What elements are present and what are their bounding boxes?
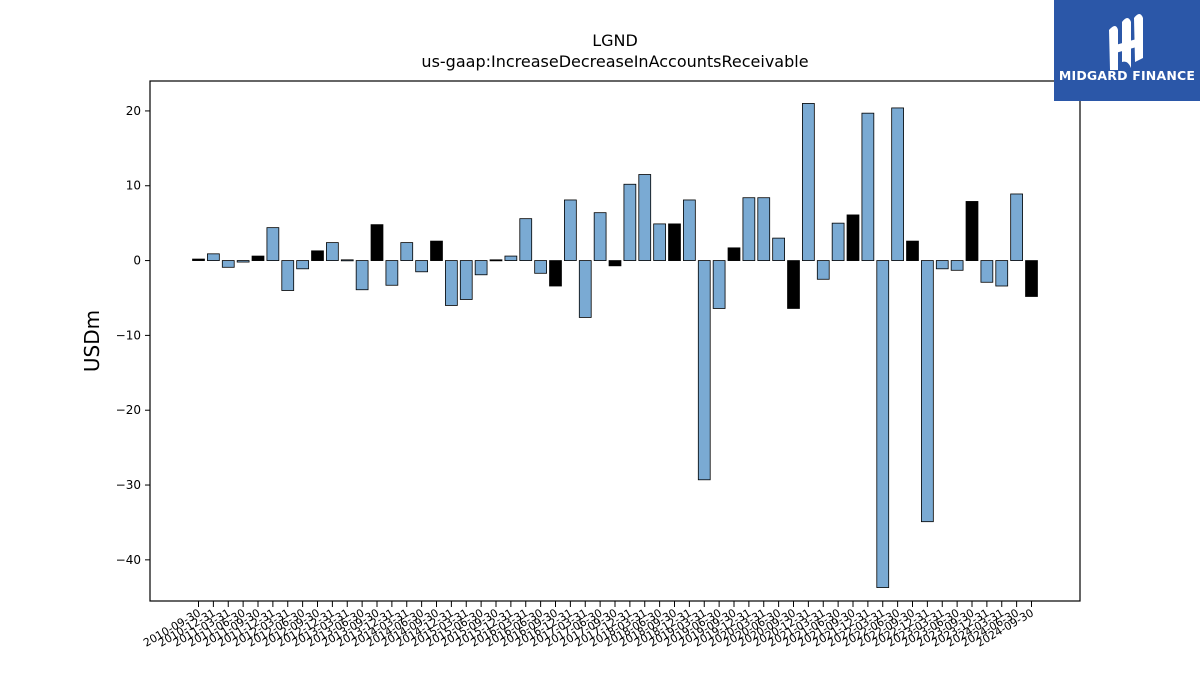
bar-2018-09-30	[668, 223, 681, 261]
bar-2022-03-31	[876, 260, 890, 588]
plot-frame	[149, 80, 1081, 602]
bar-2014-03-31	[400, 242, 414, 261]
bar-2013-09-30	[370, 224, 384, 261]
bar-2022-12-31	[921, 260, 934, 523]
bar-2021-12-31	[861, 112, 875, 261]
y-tick-label: −30	[116, 478, 141, 492]
bar-2021-06-30	[831, 222, 845, 261]
bar-2012-06-30	[296, 260, 309, 270]
y-tick-label: −20	[116, 403, 141, 417]
bar-2014-12-31	[445, 260, 458, 306]
y-tick-label: 20	[126, 104, 141, 118]
bar-2021-03-31	[816, 260, 830, 280]
bar-2011-06-30	[236, 260, 250, 263]
bar-2014-06-30	[415, 260, 428, 273]
bar-2019-09-30	[727, 247, 741, 261]
bar-2020-12-31	[802, 103, 815, 261]
brand-name: MIDGARD FINANCE	[1058, 68, 1196, 83]
bar-2018-06-30	[653, 223, 666, 261]
bar-2015-09-30	[489, 259, 503, 262]
bar-2016-03-31	[519, 218, 533, 261]
bar-2015-06-30	[474, 260, 488, 276]
y-tick-label: −10	[116, 328, 141, 342]
bar-2016-09-30	[549, 260, 562, 287]
bar-2019-06-30	[712, 260, 726, 309]
bar-2012-03-31	[281, 260, 295, 291]
bar-2018-12-31	[683, 199, 696, 261]
bar-2010-09-30	[192, 258, 205, 261]
bar-2011-03-31	[221, 260, 235, 268]
x-axis: 2010-09-302010-12-312011-03-312011-06-30…	[141, 601, 1036, 650]
y-tick-label: 0	[133, 254, 141, 268]
bar-2013-06-30	[355, 260, 369, 291]
midgard-finance-logo: MIDGARD FINANCE	[1054, 0, 1200, 101]
bar-2012-09-30	[311, 250, 324, 261]
bar-2024-09-30	[1025, 260, 1038, 297]
bar-2016-12-31	[564, 199, 577, 261]
bar-2021-09-30	[846, 214, 860, 261]
bar-2017-09-30	[608, 260, 622, 267]
bar-2018-03-31	[638, 174, 652, 261]
bar-2024-06-30	[1010, 193, 1023, 261]
bar-2016-06-30	[534, 260, 547, 274]
bar-2011-12-31	[266, 227, 280, 261]
y-tick-label: −40	[116, 553, 141, 567]
bar-2017-03-31	[578, 260, 592, 318]
bar-2014-09-30	[430, 240, 443, 261]
bar-2019-12-31	[742, 197, 756, 261]
chart-subtitle: us-gaap:IncreaseDecreaseInAccountsReceiv…	[421, 52, 809, 71]
chart-title: LGND	[592, 31, 638, 50]
bar-2020-06-30	[772, 237, 785, 261]
bar-2023-06-30	[950, 260, 964, 271]
bar-2015-12-31	[504, 255, 518, 261]
bar-2023-03-31	[935, 260, 949, 270]
bar-2013-12-31	[385, 260, 399, 286]
bar-2023-09-30	[965, 201, 979, 261]
bar-2012-12-31	[326, 242, 339, 261]
bar-2020-09-30	[787, 260, 800, 309]
bar-2023-12-31	[980, 260, 994, 283]
bar-2017-12-31	[623, 183, 637, 261]
bar-2022-06-30	[891, 107, 904, 261]
bar-2010-12-31	[207, 253, 220, 261]
bar-2015-03-31	[459, 260, 473, 300]
bar-2017-06-30	[593, 212, 607, 261]
bar-2024-03-31	[995, 260, 1009, 287]
bar-2020-03-31	[757, 197, 771, 261]
bars-group	[192, 103, 1038, 588]
y-axis-label: USDm	[80, 310, 104, 372]
bar-2011-09-30	[251, 255, 265, 261]
midgard-logo-icon	[1054, 0, 1200, 101]
bar-2019-03-31	[697, 260, 711, 481]
bar-2013-03-31	[340, 259, 354, 262]
y-axis: 20 10 0 −10 −20 −30 −40	[116, 104, 150, 567]
bar-2022-09-30	[906, 240, 919, 261]
y-tick-label: 10	[126, 179, 141, 193]
